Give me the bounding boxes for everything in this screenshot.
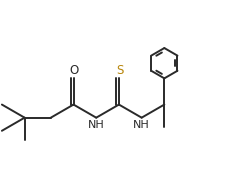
Text: O: O: [69, 64, 78, 77]
Text: S: S: [117, 64, 124, 77]
Text: NH: NH: [88, 120, 105, 130]
Text: NH: NH: [133, 120, 150, 130]
